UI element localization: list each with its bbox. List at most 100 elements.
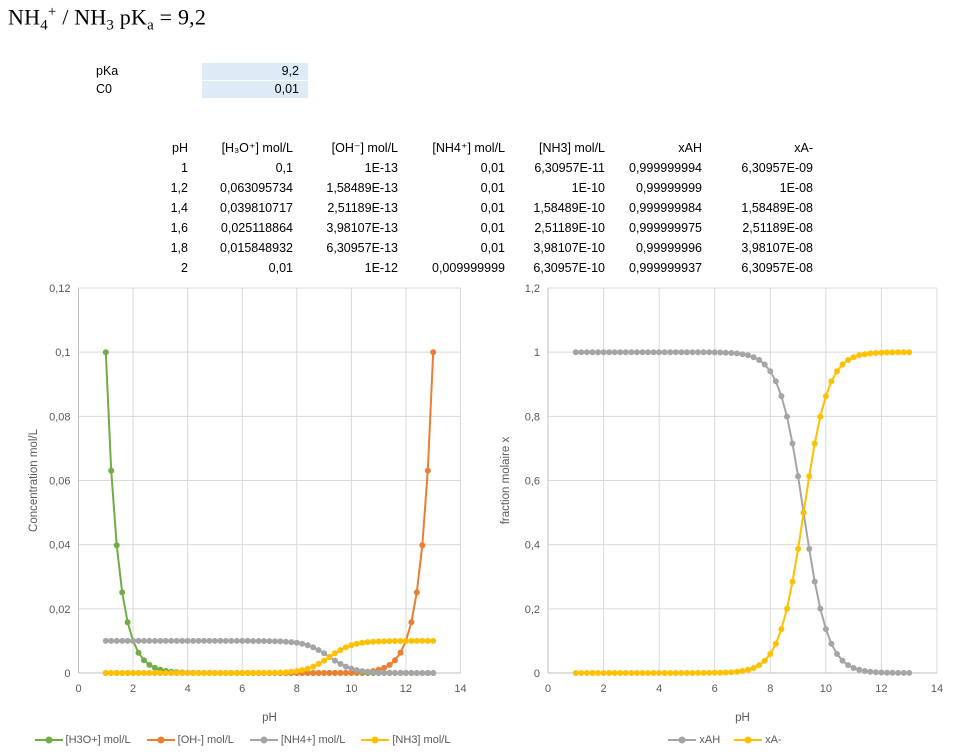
series-marker <box>370 638 377 645</box>
table-header-cell[interactable]: xA- <box>794 141 813 155</box>
table-cell[interactable]: 0,015848932 <box>220 241 293 255</box>
table-cell[interactable]: 0,01 <box>480 181 505 195</box>
legend-label: xA- <box>765 734 782 746</box>
x-tick-label: 4 <box>185 683 191 695</box>
series-marker <box>661 670 668 676</box>
concentration-chart[interactable]: 0 2 4 6 8 10 12 14 0 0,02 0,04 0,06 0,08 0,1 0,12 pH Con… <box>28 283 467 724</box>
series-marker <box>717 669 724 676</box>
table-header-cell[interactable]: [OH⁻] mol/L <box>331 141 398 155</box>
table-header-cell[interactable]: [H₃O⁺] mol/L <box>221 141 293 155</box>
table-cell[interactable]: 6,30957E-08 <box>741 261 813 275</box>
legend-marker <box>157 736 165 744</box>
series-marker <box>817 413 824 420</box>
series-marker <box>310 663 317 670</box>
series-marker <box>397 649 404 656</box>
table-cell[interactable]: 1E-13 <box>364 161 398 175</box>
table-header-cell[interactable]: xAH <box>678 141 702 155</box>
series-line <box>105 352 435 674</box>
table-cell[interactable]: 0,063095734 <box>220 181 293 195</box>
series-marker <box>332 657 338 664</box>
table-cell[interactable]: 0,99999996 <box>635 241 702 255</box>
table-cell[interactable]: 0,01 <box>480 221 505 235</box>
table-cell[interactable]: 0,1 <box>275 161 293 175</box>
table-cell[interactable]: 3,98107E-10 <box>533 241 605 255</box>
series-line <box>104 352 434 674</box>
table-cell[interactable]: 0,01 <box>480 161 505 175</box>
table-cell[interactable]: 3,98107E-08 <box>741 241 813 255</box>
series-marker <box>850 354 857 361</box>
series-marker <box>789 440 796 447</box>
series-marker <box>611 670 618 676</box>
series-marker <box>895 669 902 676</box>
table-cell[interactable]: 1,58489E-13 <box>326 181 398 195</box>
table-cell[interactable]: 0,01 <box>268 261 293 275</box>
y-tick-label: 0,12 <box>49 283 70 295</box>
table-cell[interactable]: 0,999999937 <box>629 261 702 275</box>
table-cell[interactable]: 6,30957E-13 <box>326 241 398 255</box>
table-cell[interactable]: 1E-10 <box>571 181 605 195</box>
table-cell[interactable]: 6,30957E-11 <box>534 161 605 175</box>
table-cell[interactable]: 1,6 <box>170 221 188 235</box>
table-header-cell[interactable]: [NH3] mol/L <box>539 141 605 155</box>
series-marker <box>364 639 371 646</box>
series-marker <box>201 637 207 644</box>
table-cell[interactable]: 2,51189E-10 <box>534 221 605 235</box>
table-cell[interactable]: 6,30957E-09 <box>741 161 813 175</box>
table-cell[interactable]: 0,009999999 <box>432 261 505 275</box>
series-marker <box>867 668 874 675</box>
page-title: NH4+ / NH3 pKa = 9,2 <box>8 4 206 35</box>
series-marker <box>108 670 115 676</box>
table-header-cell[interactable]: pH <box>172 141 188 155</box>
table-cell[interactable]: 0,01 <box>480 201 505 215</box>
table-header-cell[interactable]: [NH4⁺] mol/L <box>432 141 505 155</box>
table-cell[interactable]: 0,01 <box>480 241 505 255</box>
series-marker <box>884 349 890 356</box>
series-marker <box>239 670 246 676</box>
table-cell[interactable]: 1,4 <box>170 201 188 215</box>
table-cell[interactable]: 0,99999999 <box>635 181 702 195</box>
series-marker <box>375 638 382 645</box>
series-marker <box>622 670 629 676</box>
table-cell[interactable]: 0,999999994 <box>629 161 702 175</box>
series-marker <box>408 637 415 644</box>
series-marker <box>645 670 651 676</box>
table-cell[interactable]: 0,999999984 <box>629 201 702 215</box>
table-cell[interactable]: 0,999999975 <box>629 221 702 235</box>
c0-value-cell[interactable]: 0,01 <box>202 80 308 98</box>
table-cell[interactable]: 1E-12 <box>364 261 398 275</box>
pka-value-cell[interactable]: 9,2 <box>202 62 308 80</box>
table-cell[interactable]: 6,30957E-10 <box>533 261 605 275</box>
series-marker <box>310 670 317 676</box>
table-cell[interactable]: 1,58489E-08 <box>741 201 813 215</box>
series-marker <box>656 349 663 356</box>
series-marker <box>695 669 701 676</box>
table-cell[interactable]: 0,025118864 <box>220 221 293 235</box>
table-cell[interactable]: 2,51189E-08 <box>742 221 813 235</box>
charts-area: 0 2 4 6 8 10 12 1400,020,040,060,080,10,12pHCon… <box>28 283 943 724</box>
table-cell[interactable]: 1E-08 <box>779 181 813 195</box>
table-cell[interactable]: 2 <box>181 261 188 275</box>
series-marker <box>277 638 284 645</box>
series-marker <box>689 670 696 676</box>
table-cell[interactable]: 1,8 <box>170 241 188 255</box>
table-cell[interactable]: 1 <box>181 161 188 175</box>
series-marker <box>895 349 902 356</box>
series-marker <box>211 670 218 676</box>
title-segment: NH <box>8 4 41 30</box>
series-marker <box>228 637 235 644</box>
series-marker <box>834 368 840 375</box>
table-cell[interactable]: 3,98107E-13 <box>326 221 398 235</box>
series-marker <box>795 473 802 480</box>
table-cell[interactable]: 1,2 <box>170 181 188 195</box>
series-marker <box>661 349 668 356</box>
table-cell[interactable]: 2,51189E-13 <box>327 201 398 215</box>
table-cell[interactable]: 0,039810717 <box>220 201 293 215</box>
series-marker <box>272 669 278 676</box>
series-marker <box>381 638 388 645</box>
table-cell[interactable]: 1,58489E-10 <box>533 201 605 215</box>
fraction-chart[interactable]: 0 2 4 6 8 10 12 14 0 0,2 0,4 0,6 0,8 1 1,2 pH fraction m… <box>500 283 943 724</box>
series-marker <box>839 657 846 664</box>
series-marker <box>617 670 624 676</box>
series-marker <box>878 349 885 356</box>
series-marker <box>315 670 322 676</box>
